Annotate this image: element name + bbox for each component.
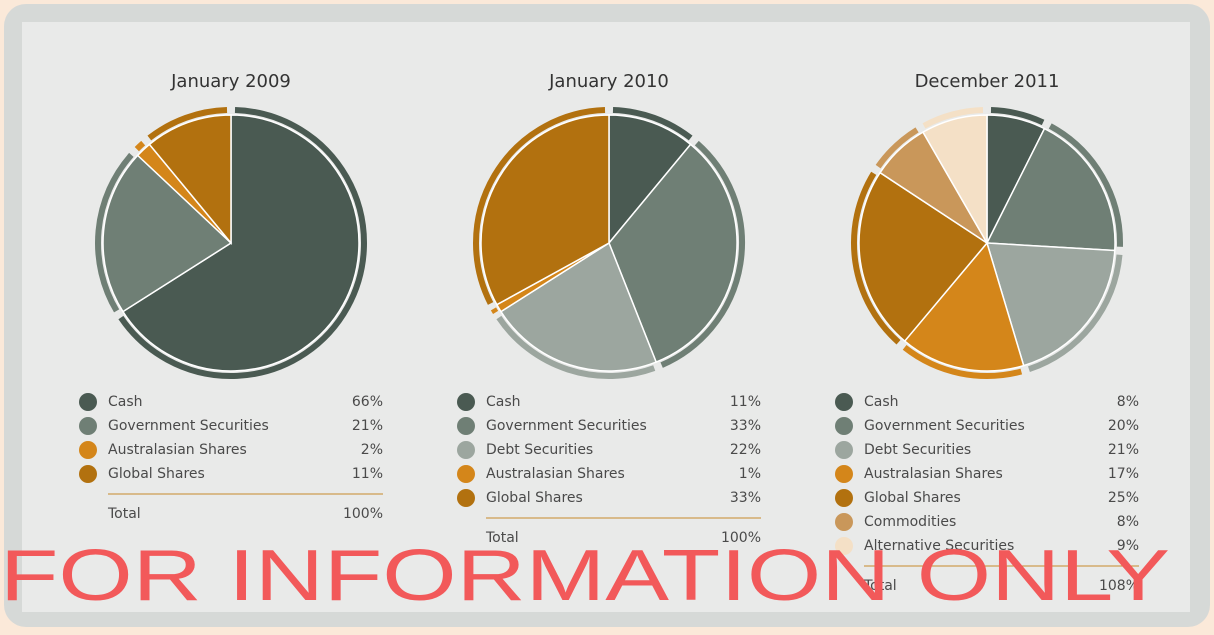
watermark: FOR INFORMATION ONLY [0, 536, 1170, 616]
slice-rim [902, 345, 1023, 379]
total-value: 100% [343, 506, 383, 522]
legend-value: 2% [361, 442, 383, 458]
legend-label: Debt Securities [864, 442, 971, 458]
legend-label: Cash [486, 394, 521, 410]
legend-swatch [835, 513, 853, 531]
legend-value: 66% [352, 394, 383, 410]
slice-rim [875, 127, 919, 169]
slice-rim [95, 152, 134, 313]
slice-rim [118, 107, 367, 379]
slice [903, 241, 1025, 372]
slice-rim [612, 107, 693, 141]
slice-rim [851, 171, 901, 345]
slice-rim [1028, 254, 1123, 373]
legend-label: Alternative Securities [864, 538, 1014, 554]
total-label: Total [107, 506, 141, 522]
slice-rim [490, 307, 499, 315]
legend-swatch [79, 441, 97, 459]
legend-swatch [457, 441, 475, 459]
legend-swatch [835, 465, 853, 483]
legend-value: 11% [352, 466, 383, 482]
slice [985, 242, 1116, 367]
legend-swatch [835, 393, 853, 411]
pie [473, 107, 745, 379]
legend-value: 33% [730, 418, 761, 434]
legend-swatch [79, 417, 97, 435]
chart-title: January 2009 [170, 71, 291, 92]
legend-label: Global Shares [486, 490, 583, 506]
legend-label: Australasian Shares [486, 466, 625, 482]
legend-swatch [457, 465, 475, 483]
total-value: 100% [721, 530, 761, 546]
legend-label: Australasian Shares [108, 442, 247, 458]
legend-swatch [835, 537, 853, 555]
slice [985, 127, 1116, 252]
total-value: 108% [1099, 578, 1139, 594]
legend-swatch [457, 489, 475, 507]
legend-swatch [835, 417, 853, 435]
legend-swatch [457, 417, 475, 435]
legend-value: 33% [730, 490, 761, 506]
chart-title: January 2010 [548, 71, 669, 92]
legend-value: 9% [1117, 538, 1139, 554]
legend-label: Cash [864, 394, 899, 410]
slice [121, 114, 360, 372]
slice-rim [922, 107, 984, 129]
slice [148, 114, 232, 246]
legend-label: Australasian Shares [864, 466, 1003, 482]
slice [921, 114, 988, 246]
slice-rim [990, 107, 1045, 126]
pie [851, 107, 1123, 379]
legend-value: 1% [739, 466, 761, 482]
legend-value: 21% [352, 418, 383, 434]
slice-rim [147, 107, 228, 141]
total-label: Total [485, 530, 519, 546]
legend-swatch [457, 393, 475, 411]
chart-title: December 2011 [915, 71, 1060, 92]
legend-value: 11% [730, 394, 761, 410]
legend-value: 8% [1117, 514, 1139, 530]
slice [480, 114, 610, 306]
legend-value: 20% [1108, 418, 1139, 434]
legend-label: Commodities [864, 514, 956, 530]
legend-label: Global Shares [108, 466, 205, 482]
legend-label: Government Securities [486, 418, 647, 434]
slice [608, 114, 692, 246]
slice [608, 143, 738, 363]
legend-value: 25% [1108, 490, 1139, 506]
pie [95, 107, 367, 379]
slice-rim [134, 140, 146, 152]
legend-swatch [79, 465, 97, 483]
slice [499, 241, 658, 372]
legend-label: Global Shares [864, 490, 961, 506]
legend-value: 22% [730, 442, 761, 458]
legend-label: Government Securities [108, 418, 269, 434]
legend-value: 17% [1108, 466, 1139, 482]
legend-swatch [835, 489, 853, 507]
total-label: Total [863, 578, 897, 594]
slice [102, 154, 233, 313]
legend-swatch [835, 441, 853, 459]
legend-label: Debt Securities [486, 442, 593, 458]
legend-swatch [79, 393, 97, 411]
slice-rim [660, 140, 745, 368]
slice-rim [473, 107, 606, 305]
slice-rim [1048, 123, 1123, 247]
slice-rim [496, 315, 656, 379]
legend-value: 21% [1108, 442, 1139, 458]
legend-label: Government Securities [864, 418, 1025, 434]
charts: January 2009 Cash 66% Government Securities… [79, 71, 1139, 594]
legend-label: Cash [108, 394, 143, 410]
slice [858, 171, 989, 343]
legend-value: 8% [1117, 394, 1139, 410]
